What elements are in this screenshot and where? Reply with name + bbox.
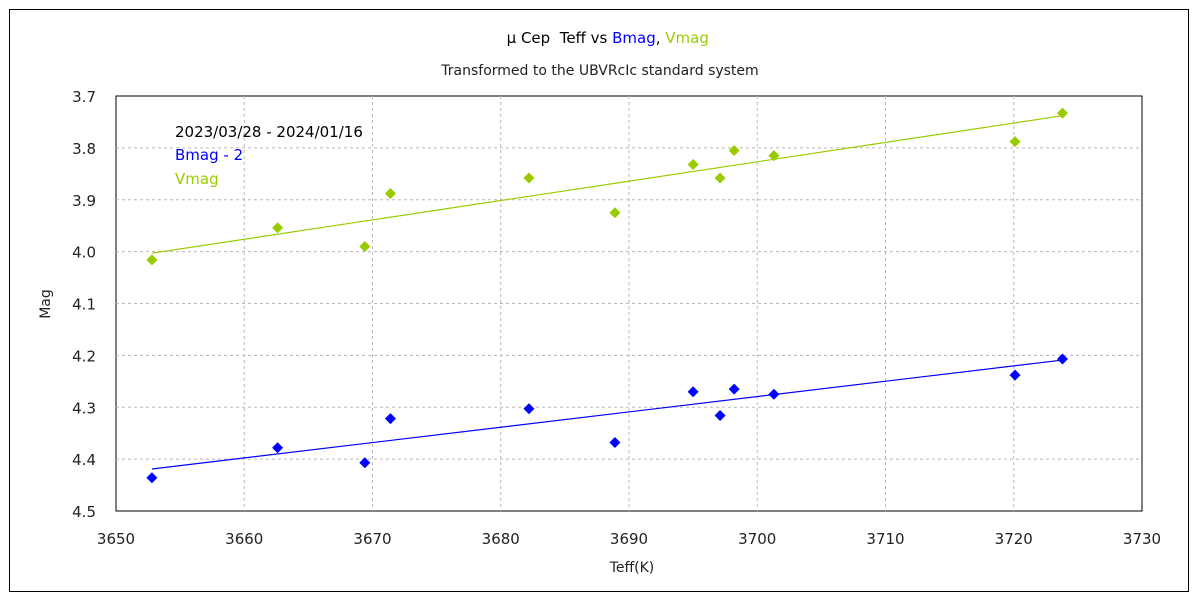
- title-part-sep: ,: [656, 29, 666, 47]
- x-tick-label: 3700: [738, 530, 776, 548]
- x-tick-label: 3650: [97, 530, 135, 548]
- y-tick-label: 4.1: [72, 296, 96, 314]
- chart-subtitle: Transformed to the UBVRcIc standard syst…: [440, 63, 758, 79]
- title-part-vmag: Vmag: [665, 29, 709, 47]
- x-tick-label: 3720: [995, 530, 1033, 548]
- x-tick-label: 3710: [866, 530, 904, 548]
- data-point: [609, 207, 621, 219]
- data-point: [523, 403, 535, 415]
- y-tick-label: 4.0: [72, 244, 96, 262]
- data-point: [1056, 353, 1068, 365]
- y-axis-label: Mag: [38, 289, 54, 319]
- trend-line: [151, 359, 1063, 470]
- y-tick-label: 3.7: [72, 88, 96, 106]
- data-point: [714, 410, 726, 422]
- annotation-bmag: Bmag - 2: [175, 146, 243, 164]
- data-point: [359, 457, 371, 469]
- data-point: [384, 188, 396, 200]
- data-point: [1009, 136, 1021, 148]
- data-point: [1009, 369, 1021, 381]
- title-part-bmag: Bmag: [612, 29, 656, 47]
- data-point: [687, 386, 699, 398]
- y-tick-label: 4.2: [72, 347, 96, 365]
- data-point: [714, 172, 726, 184]
- data-point: [728, 144, 740, 156]
- chart-title: μ Cep Teff vs Bmag, Vmag: [473, 29, 732, 47]
- data-point: [146, 254, 158, 266]
- data-point: [523, 172, 535, 184]
- series-1: [146, 353, 1068, 484]
- trend-line: [151, 115, 1063, 254]
- data-point: [687, 158, 699, 170]
- x-tick-label: 3730: [1123, 530, 1161, 548]
- x-tick-labels: 3650 3660 3670 3680 3690 3700 3710 3720 3730: [97, 530, 1161, 548]
- data-point: [384, 413, 396, 425]
- series-layer: [146, 107, 1068, 484]
- annotation-date-range: 2023/03/28 - 2024/01/16: [175, 123, 363, 141]
- x-tick-label: 3690: [610, 530, 648, 548]
- data-point: [728, 383, 740, 395]
- y-tick-label: 4.5: [72, 503, 96, 521]
- data-point: [359, 240, 371, 252]
- x-axis-label: Teff(K): [609, 560, 655, 576]
- x-tick-label: 3670: [353, 530, 391, 548]
- data-point: [609, 437, 621, 449]
- data-point: [768, 150, 780, 162]
- y-tick-label: 3.9: [72, 192, 96, 210]
- x-tick-label: 3660: [225, 530, 263, 548]
- y-tick-label: 3.8: [72, 140, 96, 158]
- y-tick-labels: 3.7 3.8 3.9 4.0 4.1 4.2 4.3 4.4 4.5: [72, 88, 96, 521]
- x-tick-label: 3680: [482, 530, 520, 548]
- y-tick-label: 4.3: [72, 399, 96, 417]
- series-0: [146, 107, 1068, 266]
- grid-lines: [116, 96, 1142, 511]
- title-part-main: μ Cep Teff vs: [507, 29, 612, 47]
- data-point: [1056, 107, 1068, 119]
- annotation-vmag: Vmag: [175, 170, 219, 188]
- data-point: [272, 442, 284, 454]
- data-point: [272, 222, 284, 234]
- data-point: [146, 472, 158, 484]
- y-tick-label: 4.4: [72, 451, 96, 469]
- data-point: [768, 388, 780, 400]
